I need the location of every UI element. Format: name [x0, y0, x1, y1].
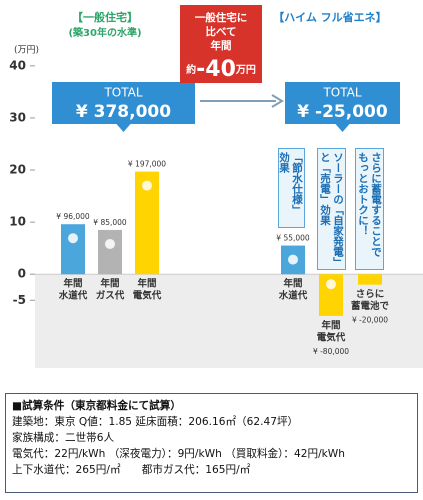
negative-band: [35, 274, 423, 368]
callout-value: 約-40万円: [186, 57, 256, 82]
x-category-label: 電気代: [133, 290, 162, 302]
note: 「節水仕様」効果: [278, 148, 305, 228]
group-title: 【一般住宅】: [72, 10, 138, 24]
y-axis-label: (万円): [14, 45, 39, 56]
x-category-label: 年間: [321, 319, 340, 331]
x-category-label: 水道代: [279, 290, 308, 302]
condition-line: 建築地：東京 Q値：1.85 延床面積：206.16㎡（62.47坪）: [12, 416, 299, 428]
value-label: ¥ 96,000: [56, 212, 90, 221]
chart: (万円) 40 30 20 10 0 -5 【一般住宅】 (築30年の水準) 【ハイム フル省エ…: [9, 5, 423, 368]
callout-box: [180, 5, 262, 83]
x-category-label: 蓄電池で: [351, 300, 390, 312]
x-category-label: ガス代: [96, 290, 125, 302]
x-category-label: 年間: [63, 278, 82, 290]
icon: [288, 254, 298, 265]
y-tick-label: 30: [9, 110, 26, 124]
y-tick-label: 10: [9, 215, 26, 229]
condition-line: 電気代：22円/kWh （深夜電力）：9円/kWh （買取料金）：42円/kWh: [12, 448, 345, 460]
icon: [142, 180, 152, 191]
y-tick-label: -5: [13, 293, 26, 307]
icon: [68, 233, 78, 244]
group-subtitle: (築30年の水準): [68, 26, 141, 39]
arrow-head: [271, 94, 284, 108]
x-category-label: 電気代: [317, 331, 346, 343]
x-category-label: 年間: [137, 278, 156, 290]
callout-line: 比べて: [205, 25, 236, 38]
icon: [326, 279, 336, 290]
callout-number: -40: [196, 57, 236, 82]
note: さらに蓄電することでもっとおトクに！: [355, 148, 384, 270]
group-title: 【ハイム フル省エネ】: [273, 10, 386, 24]
value-label: ¥ 85,000: [93, 218, 127, 227]
total-title: TOTAL: [322, 86, 361, 100]
condition-line: 上下水道代：265円/㎡ 都市ガス代：165円/㎡: [12, 464, 251, 476]
total-value: ¥ -25,000: [297, 102, 388, 122]
conditions-box: ■試算条件（東京都料金にて試算） 建築地：東京 Q値：1.85 延床面積：206…: [5, 393, 418, 493]
total-value: ¥ 378,000: [76, 102, 171, 122]
y-tick-label: 40: [9, 58, 26, 72]
total-pointer: [335, 124, 350, 132]
total-pointer: [116, 124, 131, 132]
callout-unit: 万円: [235, 64, 256, 76]
bar: [358, 274, 382, 285]
y-tick-label: 20: [9, 163, 26, 177]
total-box: [285, 82, 400, 124]
value-label: ¥ 197,000: [128, 160, 166, 169]
bar: [98, 229, 122, 275]
total-title: TOTAL: [103, 86, 142, 100]
value-label: ¥ -20,000: [352, 316, 388, 325]
callout-line: 一般住宅に: [195, 11, 248, 24]
bar: [61, 224, 85, 275]
value-label: ¥ -80,000: [313, 347, 349, 356]
value-label: ¥ 55,000: [276, 234, 310, 243]
icon: [105, 238, 115, 249]
y-tick-label: 0: [18, 267, 26, 281]
x-category-label: 年間: [100, 278, 119, 290]
condition-line: 家族構成：二世帯6人: [12, 432, 115, 444]
conditions-title: ■試算条件（東京都料金にて試算）: [12, 400, 181, 412]
total-box: [52, 82, 195, 124]
x-category-label: さらに: [356, 289, 385, 300]
x-category-label: 水道代: [59, 290, 88, 302]
callout-line: 年間: [211, 39, 232, 52]
callout-prefix: 約: [186, 63, 196, 76]
note: ソーラーの「自家発電」と「売電」効果: [317, 148, 346, 270]
x-category-label: 年間: [283, 278, 302, 290]
